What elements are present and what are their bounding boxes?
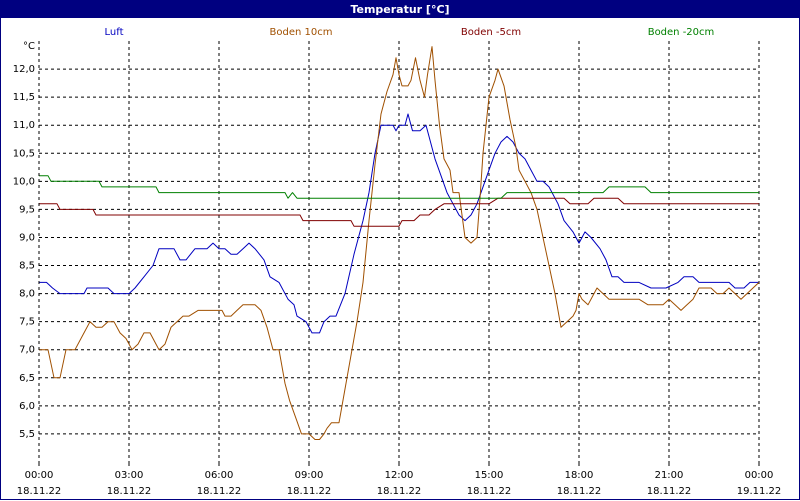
x-tick-time: 21:00	[655, 470, 684, 481]
legend: Luft Boden 10cm Boden -5cm Boden -20cm	[105, 27, 715, 38]
y-tick-label: 9,5	[19, 204, 35, 215]
x-tick-date: 18.11.22	[197, 486, 242, 497]
series-layer	[39, 46, 760, 440]
y-tick-label: 5,5	[19, 429, 35, 440]
y-tick-label: 10,5	[13, 148, 35, 159]
y-tick-label: 7,5	[19, 317, 35, 328]
grid-lines	[39, 41, 760, 462]
series-line-boden-20cm	[39, 175, 759, 199]
legend-item: Boden 10cm	[270, 27, 333, 38]
legend-item: Boden -5cm	[461, 27, 521, 38]
x-tick-date: 18.11.22	[107, 486, 152, 497]
x-tick-date: 18.11.22	[557, 486, 602, 497]
legend-item: Luft	[105, 27, 124, 38]
y-tick-label: 6,5	[19, 373, 35, 384]
x-tick-date: 18.11.22	[377, 486, 422, 497]
y-tick-label: 11,0	[13, 120, 35, 131]
legend-item: Boden -20cm	[648, 27, 715, 38]
y-tick-label: 11,5	[13, 92, 35, 103]
y-tick-label: 8,0	[19, 289, 35, 300]
y-tick-label: 9,0	[19, 232, 35, 243]
y-tick-label: 6,0	[19, 401, 35, 412]
y-tick-label: 7,0	[19, 345, 35, 356]
x-tick-date: 18.11.22	[17, 486, 62, 497]
y-tick-label: 8,5	[19, 261, 35, 272]
x-tick-date: 18.11.22	[287, 486, 332, 497]
x-tick-time: 09:00	[295, 470, 324, 481]
x-tick-time: 03:00	[115, 470, 144, 481]
series-line-luft	[39, 113, 759, 334]
x-tick-time: 15:00	[475, 470, 504, 481]
x-tick-time: 00:00	[745, 470, 774, 481]
x-tick-time: 18:00	[565, 470, 594, 481]
x-tick-time: 06:00	[205, 470, 234, 481]
x-tick-date: 18.11.22	[467, 486, 512, 497]
y-tick-label: 12,0	[13, 64, 35, 75]
series-line-boden-5cm	[39, 197, 759, 227]
chart-title: Temperatur [°C]	[1, 1, 799, 18]
y-tick-label: 10,0	[13, 176, 35, 187]
x-tick-date: 19.11.22	[737, 486, 782, 497]
series-line-boden-10cm	[39, 46, 760, 440]
axes: 5,5 6,0 6,5 7,0 7,5 8,0 8,5 9,0 9,5 10,0 10,5 11,0 1…	[13, 41, 782, 497]
x-tick-time: 12:00	[385, 470, 414, 481]
x-tick-date: 18.11.22	[647, 486, 692, 497]
x-tick-time: 00:00	[25, 470, 54, 481]
y-axis-unit: °C	[23, 41, 35, 52]
